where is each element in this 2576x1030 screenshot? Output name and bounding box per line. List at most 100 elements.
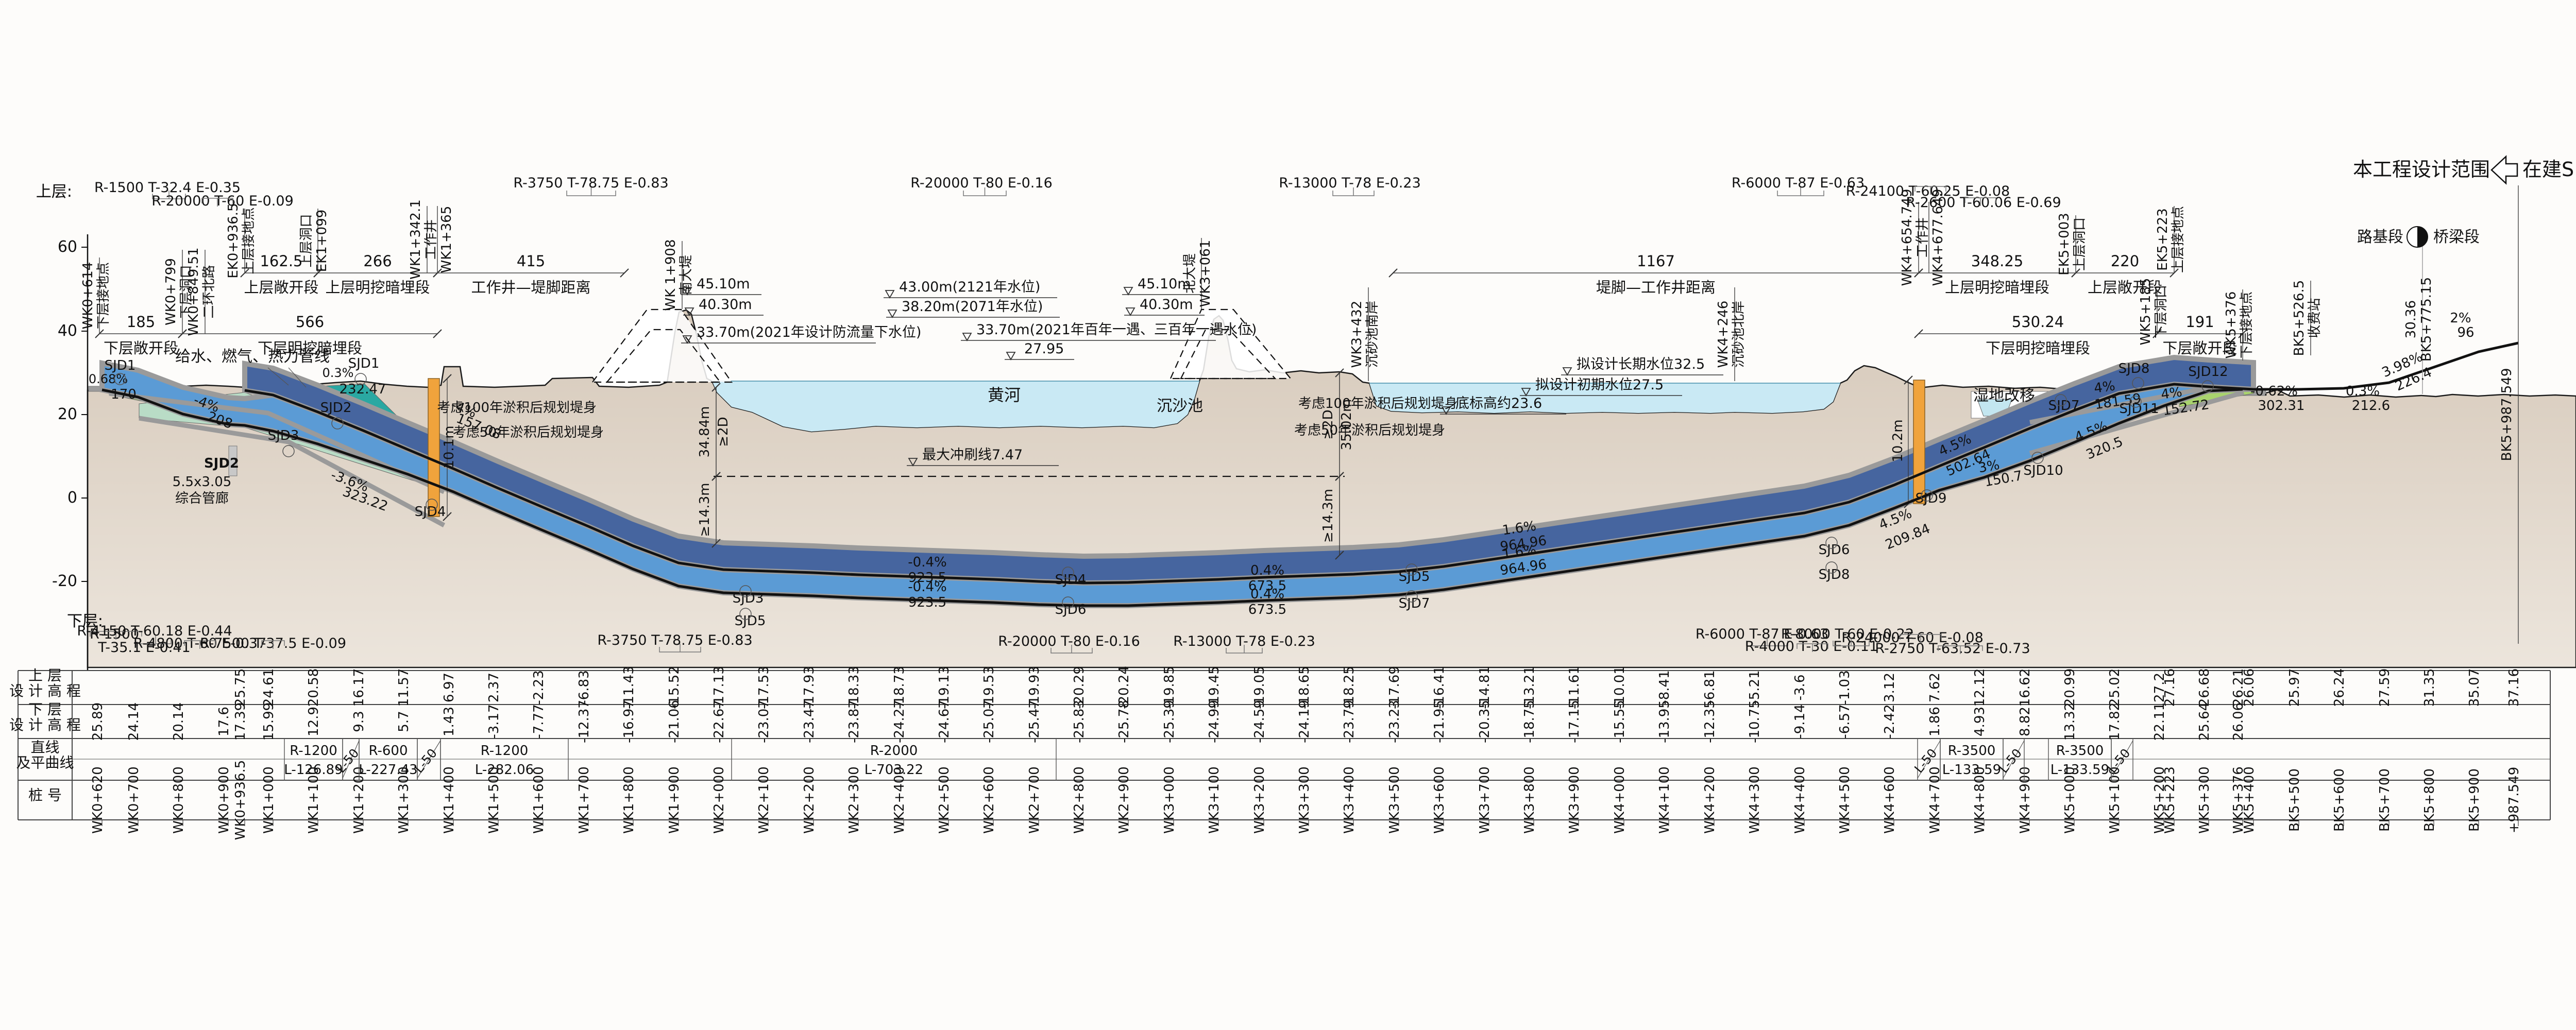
station-callout: 二环北路	[201, 265, 217, 318]
annotation: SJD9	[1916, 491, 1947, 506]
curve-cell-length: L-227.43	[359, 762, 417, 778]
axis-tick-label: 0	[67, 489, 77, 507]
lower-elevation-value: -17.15	[1567, 700, 1582, 743]
lower-curve-data: R-20000 T-80 E-0.16	[998, 633, 1140, 649]
annotation: 4%	[2160, 384, 2183, 402]
table-row-header: 设 计 高 程	[9, 682, 81, 699]
station-value: WK3+300	[1297, 766, 1312, 834]
curve-bracket	[201, 198, 233, 207]
station-value: BK5+600	[2332, 768, 2347, 832]
south-dike-100yr	[591, 308, 733, 383]
curve-cell-length: L-133.59	[1942, 762, 2001, 778]
borehole-marker	[354, 373, 367, 385]
lower-elevation-value: -24.27	[892, 700, 907, 743]
lower-elevation-value: -15.55	[1612, 700, 1628, 743]
station-value: WK3+900	[1567, 766, 1582, 834]
station-value: WK4+900	[2018, 766, 2033, 834]
station-value: WK3+000	[1162, 766, 1177, 834]
annotation: SJD2	[320, 400, 352, 416]
dim-tick	[433, 329, 442, 338]
upper-curve-data: R-20000 T-60 E-0.09	[151, 193, 294, 209]
station-value: WK1+500	[486, 766, 502, 834]
lower-elevation-value: -16.97	[621, 700, 637, 743]
clearance-dim: 34.84m	[697, 406, 713, 458]
lower-curve-data: T-35.1 E-0.41	[97, 640, 190, 656]
annotation: SJD8	[2119, 361, 2150, 376]
lower-elevation-value: 25.89	[90, 702, 106, 741]
borehole-marker	[739, 585, 752, 597]
station-callout: WK4+654.749	[1900, 189, 1915, 286]
lower-elevation-value: -23.87	[846, 700, 862, 743]
station-callout: WK3+061	[1198, 240, 1213, 307]
upper-elevation-value: 24.61	[261, 668, 277, 707]
lower-elevation-value: -24.99	[1207, 700, 1222, 743]
station-callout: WK4+246	[1716, 301, 1731, 368]
axis-tick-label: 60	[58, 238, 77, 256]
curve-cell-radius: R-1200	[290, 743, 337, 759]
lower-layer-prefix: 下层:	[67, 612, 103, 630]
station-callout: WK4+677.649	[1930, 189, 1946, 286]
station-value: WK5+000	[2062, 766, 2078, 834]
level-triangle-icon	[684, 307, 694, 316]
lower-elevation-value: -9.14	[1792, 704, 1808, 739]
upper-elevation-value: 25.02	[2107, 668, 2123, 707]
station-value: BK5+800	[2422, 768, 2437, 832]
upper-elevation-value: 7.62	[1927, 673, 1943, 702]
borehole-marker	[282, 445, 295, 457]
station-value: BK5+500	[2287, 768, 2302, 832]
station-value: WK5+200	[2152, 766, 2167, 834]
station-callout: 工作井	[1915, 217, 1930, 258]
station-callout: 下层洞口	[179, 265, 194, 318]
curve-bracket	[1964, 197, 1996, 206]
lower-elevation-value: -12.37	[577, 700, 592, 743]
lower-elevation-value: -23.47	[802, 700, 817, 743]
work-shaft-right	[1913, 380, 1925, 504]
level-mark-label: 拟设计初期水位27.5	[1535, 377, 1664, 393]
borehole-marker	[2129, 396, 2142, 408]
upper-elevation-value: 25.97	[2287, 668, 2302, 707]
clearance-dim: 35.02m	[1339, 399, 1354, 451]
upper-elevation-value: -10.01	[1612, 666, 1628, 709]
lower-elevation-value: 12.9	[306, 707, 321, 736]
line	[417, 740, 441, 779]
lower-elevation-value: 20.14	[171, 702, 187, 741]
curve-bracket	[566, 187, 616, 196]
curve-bracket	[963, 187, 1007, 196]
upper-elevation-value: -20.29	[1072, 666, 1087, 709]
curve-cell-length: L-126.89	[284, 762, 343, 778]
station-callout: 北大堤	[1182, 253, 1198, 294]
curve-cell-radius: R-3500	[2056, 743, 2104, 759]
annotation: SJD6	[1055, 602, 1087, 617]
level-mark-label: 40.30m	[1140, 297, 1193, 313]
annotation: 湿地改移	[1973, 387, 2035, 405]
upper-design-line	[244, 341, 2519, 585]
lower-elevation-value: 22.11	[2152, 702, 2167, 741]
station-callout: 下层接地点	[96, 262, 111, 329]
station-callout: 南大堤	[679, 255, 694, 295]
curve-bracket	[140, 636, 172, 644]
station-value: WK2+600	[981, 766, 997, 834]
line	[1917, 740, 1941, 779]
station-callout: EK0+936.5	[226, 203, 241, 278]
borehole-marker	[1405, 563, 1418, 576]
upper-elevation-value: 35.07	[2467, 668, 2482, 707]
annotation: SJD1	[348, 356, 380, 371]
upper-elevation-value: 26.21	[2231, 668, 2246, 707]
station-value: WK5+376	[2231, 766, 2246, 834]
borehole-marker	[1062, 566, 1074, 579]
lower-elevation-value: 24.14	[126, 702, 142, 741]
lower-elevation-value: 25.64	[2197, 702, 2212, 741]
annotation: SJD8	[1819, 567, 1850, 582]
station-value: WK4+000	[1612, 766, 1628, 834]
line	[2111, 740, 2133, 779]
clearance-dim: ≥2D	[1320, 409, 1336, 439]
lower-elevation-value: -6.57	[1837, 704, 1853, 739]
upper-elevation-value: 11.57	[396, 668, 412, 707]
curve-bracket	[90, 631, 142, 640]
upper-elevation-value: 20.99	[2062, 668, 2078, 707]
upper-elevation-value: -11.61	[1567, 666, 1582, 709]
work-shaft-left	[428, 378, 440, 517]
station-callout: WK0+849.51	[186, 247, 201, 336]
curve-bracket	[1914, 186, 1946, 195]
upper-elevation-value: -19.13	[937, 666, 952, 709]
